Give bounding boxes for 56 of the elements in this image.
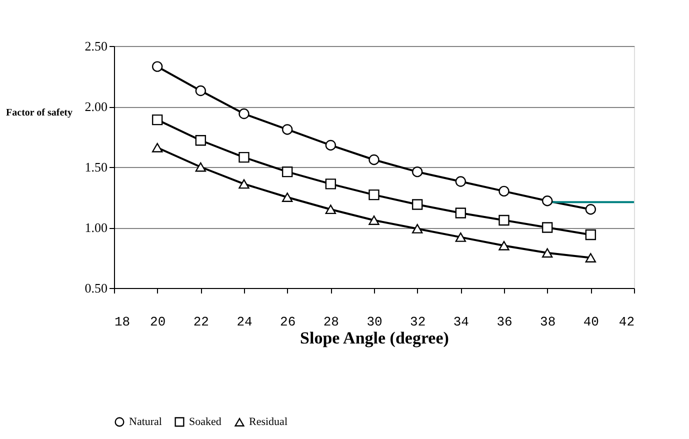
x-tick-label: 40 xyxy=(583,314,599,330)
point xyxy=(455,176,466,187)
legend-label: Natural xyxy=(129,416,162,428)
point xyxy=(195,135,206,146)
legend-label: Soaked xyxy=(189,416,222,428)
y-tick-label: 0.50 xyxy=(84,280,108,296)
x-axis-title: Slope Angle (degree) xyxy=(300,328,449,348)
point xyxy=(195,162,206,172)
point xyxy=(412,199,423,210)
point xyxy=(368,154,380,166)
x-tick-label: 28 xyxy=(323,314,339,330)
x-tick-label: 38 xyxy=(540,314,556,330)
point xyxy=(498,186,510,197)
point xyxy=(412,166,423,178)
point xyxy=(368,189,380,200)
point xyxy=(412,224,423,234)
x-tick-label: 34 xyxy=(453,314,470,330)
x-tick-label: 30 xyxy=(366,314,382,330)
point xyxy=(238,152,250,163)
point xyxy=(325,140,336,151)
point xyxy=(585,204,596,215)
point xyxy=(585,229,596,240)
point xyxy=(585,253,596,262)
point xyxy=(542,222,553,233)
point xyxy=(498,240,510,250)
point xyxy=(455,208,466,218)
x-tick-label: 22 xyxy=(193,314,209,330)
point xyxy=(542,248,553,258)
point xyxy=(542,196,553,206)
x-tick-label: 26 xyxy=(280,314,296,330)
y-tick-label: 2.50 xyxy=(84,38,108,54)
point xyxy=(282,166,293,178)
x-tick-label: 36 xyxy=(496,314,512,330)
point xyxy=(325,178,336,190)
point xyxy=(238,179,250,189)
x-tick-label: 42 xyxy=(618,314,634,330)
point xyxy=(498,214,510,226)
y-axis-title: Factor of safety xyxy=(6,108,72,118)
point xyxy=(282,192,293,202)
point xyxy=(325,204,336,214)
point xyxy=(282,124,293,135)
point xyxy=(368,216,380,225)
point xyxy=(152,114,163,126)
point xyxy=(152,142,163,152)
point xyxy=(152,61,163,72)
point xyxy=(455,232,466,242)
y-tick-label: 1.00 xyxy=(84,220,108,235)
x-tick-label: 18 xyxy=(114,314,130,330)
y-tick-label: 1.50 xyxy=(84,160,108,174)
x-tick-label: 32 xyxy=(410,314,426,330)
point xyxy=(195,85,206,96)
legend-label: Residual xyxy=(249,416,288,428)
point xyxy=(238,108,250,120)
x-tick-label: 24 xyxy=(236,314,252,330)
x-tick-label: 20 xyxy=(150,314,166,330)
y-tick-label: 2.00 xyxy=(84,99,108,114)
